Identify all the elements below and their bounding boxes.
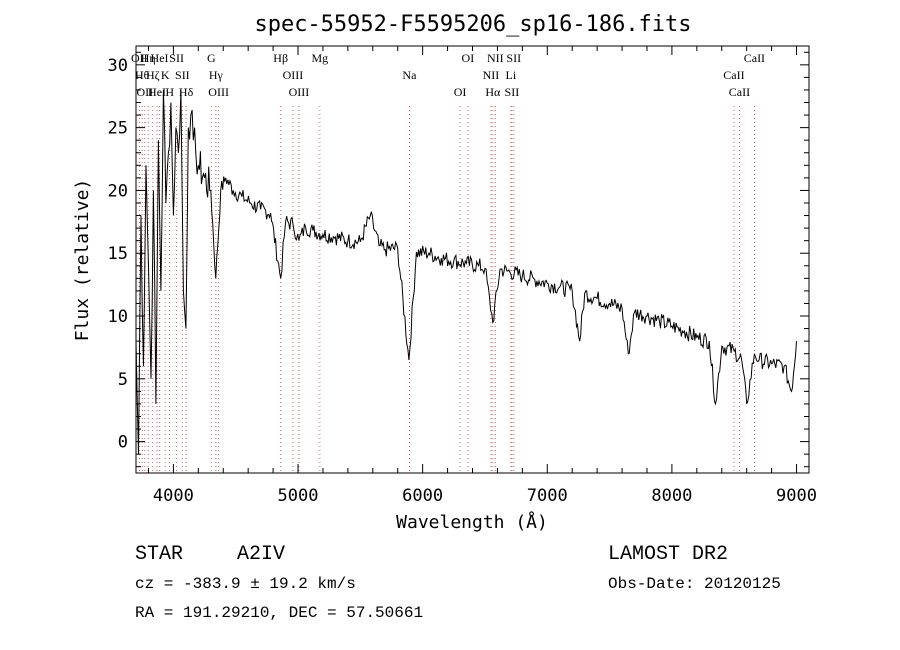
line-marker-label: OIII: [283, 68, 304, 82]
line-marker-label: Hβ: [273, 51, 288, 65]
y-tick-label: 5: [118, 370, 128, 390]
x-axis: 4000 5000 6000 7000 8000 9000: [147, 46, 817, 506]
spectrum-group: [135, 89, 797, 455]
line-marker-label: SII: [175, 68, 190, 82]
line-marker-label: OI: [462, 51, 475, 65]
line-markers: OIIHθOIIHηHζHeIHeIKHSIISIIHδGHγOIIIHβOII…: [131, 51, 765, 473]
redshift-text: cz = -383.9 ± 19.2 km/s: [135, 575, 356, 593]
line-marker-label: HeI: [151, 51, 169, 65]
line-marker-label: K: [161, 68, 170, 82]
line-marker-label: Na: [402, 68, 417, 82]
x-axis-label: Wavelength (Å): [396, 511, 548, 533]
line-marker-label: SII: [505, 85, 520, 99]
line-marker-label: OII: [137, 85, 154, 99]
line-marker-label: Mg: [311, 51, 328, 65]
x-tick-label: 8000: [651, 486, 692, 506]
line-marker-label: CaII: [723, 68, 744, 82]
object-class: STAR: [135, 543, 184, 566]
survey-name: LAMOST DR2: [608, 543, 729, 566]
line-marker-label: Hζ: [146, 68, 160, 82]
x-tick-label: 9000: [776, 486, 817, 506]
line-marker-label: Hγ: [209, 68, 224, 82]
line-marker-label: SII: [169, 51, 184, 65]
x-tick-label: 7000: [527, 486, 568, 506]
line-marker-label: OI: [454, 85, 467, 99]
y-tick-label: 30: [108, 56, 128, 76]
line-marker-label: OIII: [208, 85, 229, 99]
line-marker-label: SII: [506, 51, 521, 65]
line-marker-label: Li: [506, 68, 517, 82]
line-marker-label: NII: [487, 51, 504, 65]
obs-date: Obs-Date: 20120125: [608, 575, 781, 593]
spectrum-line: [135, 89, 797, 455]
line-marker-label: OIII: [289, 85, 310, 99]
plot-frame: [135, 45, 810, 474]
x-tick-label: 4000: [153, 486, 194, 506]
line-marker-label: HeI: [148, 85, 166, 99]
line-marker-label: Hα: [485, 85, 501, 99]
object-subclass: A2IV: [237, 543, 286, 566]
x-tick-label: 5000: [278, 486, 319, 506]
y-tick-label: 10: [108, 307, 128, 327]
line-marker-label: CaII: [729, 85, 750, 99]
line-marker-label: NII: [483, 68, 500, 82]
line-marker-label: OII: [131, 51, 148, 65]
y-tick-label: 25: [108, 119, 128, 139]
x-tick-label: 6000: [402, 486, 443, 506]
y-tick-label: 15: [108, 244, 128, 264]
chart-title: spec-55952-F5595206_sp16-186.fits: [254, 12, 691, 37]
line-marker-label: Hδ: [179, 85, 194, 99]
y-axis: 0 5 10 15 20 25 30: [108, 51, 809, 468]
line-marker-label: CaII: [744, 51, 765, 65]
line-marker-label: H: [165, 85, 174, 99]
line-marker-label: Hη: [141, 51, 156, 65]
coordinates: RA = 191.29210, DEC = 57.50661: [135, 604, 424, 622]
line-marker-label: Hθ: [135, 68, 150, 82]
y-tick-label: 20: [108, 181, 128, 201]
y-axis-label: Flux (relative): [72, 179, 93, 342]
line-marker-label: G: [207, 51, 216, 65]
y-tick-label: 0: [118, 433, 128, 453]
